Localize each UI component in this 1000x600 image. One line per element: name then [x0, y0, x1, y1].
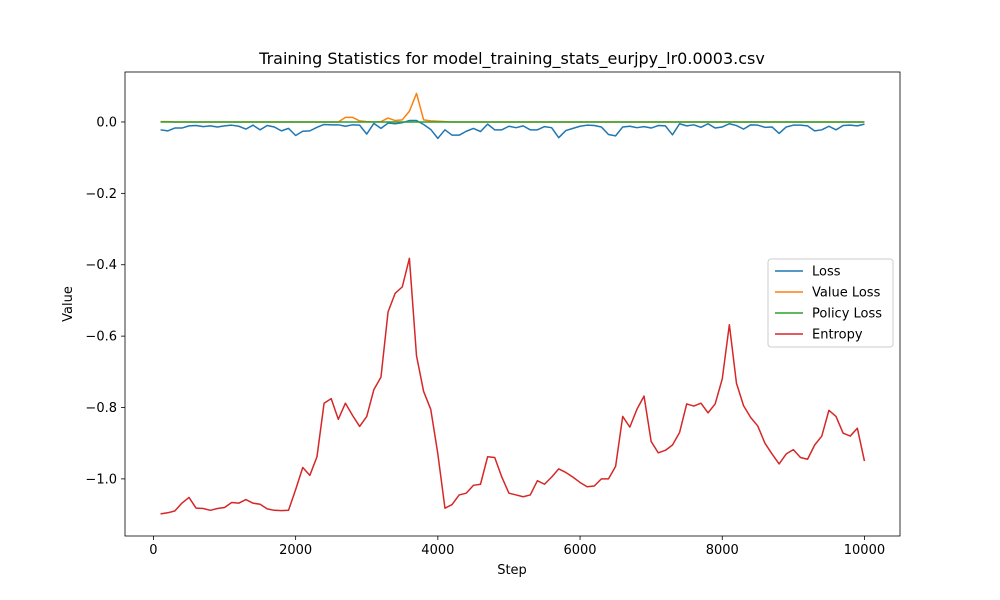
x-tick-label: 10000 — [844, 543, 885, 558]
y-axis-label: Value — [61, 286, 76, 322]
y-tick-label: 0.0 — [96, 115, 117, 130]
x-tick-label: 0 — [149, 543, 157, 558]
y-tick-label: −0.2 — [85, 187, 117, 202]
series-line-loss — [160, 119, 865, 140]
legend-label: Policy Loss — [812, 307, 882, 322]
legend-label: Loss — [812, 265, 841, 280]
x-tick-label: 4000 — [421, 543, 454, 558]
legend-box — [767, 258, 894, 348]
legend-label: Value Loss — [812, 286, 881, 301]
x-tick-label: 6000 — [563, 543, 596, 558]
x-axis: 0 2000 4000 6000 8000 10000 — [149, 536, 885, 558]
series-line-entropy — [160, 257, 866, 515]
legend-label: Entropy — [812, 328, 863, 343]
y-axis: 0.0 −0.2 −0.4 −0.6 −0.8 −1.0 — [85, 115, 125, 487]
x-tick-label: 2000 — [279, 543, 312, 558]
y-tick-label: −1.0 — [85, 472, 117, 487]
x-tick-label: 8000 — [706, 543, 739, 558]
y-tick-label: −0.8 — [85, 401, 117, 416]
y-tick-label: −0.6 — [85, 330, 117, 345]
plot-frame — [124, 71, 901, 537]
chart-title: Training Statistics for model_training_s… — [258, 49, 765, 69]
x-axis-label: Step — [497, 563, 527, 578]
y-tick-label: −0.4 — [85, 258, 117, 273]
legend: Loss Value Loss Policy Loss Entropy — [767, 258, 894, 348]
